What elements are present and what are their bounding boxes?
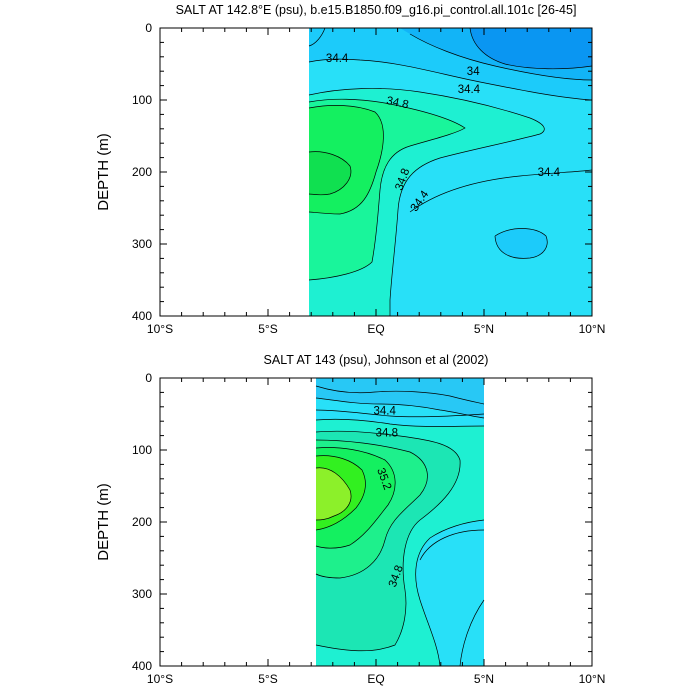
bottom-y-tick-label: 300 [132, 587, 152, 601]
top-y-tick-label: 400 [132, 309, 152, 323]
bottom-y-tick-label: 100 [132, 443, 152, 457]
bottom-contour-line [419, 529, 485, 561]
bottom-contour-label: 34.8 [376, 428, 398, 440]
top-fill-35_2-core [309, 151, 351, 195]
top-contour-line [308, 88, 545, 316]
top-panel-title: SALT AT 142.8°E (psu), b.e15.B1850.f09_g… [176, 3, 577, 17]
top-contour-label: 34 [467, 66, 480, 78]
bottom-contour-line [315, 385, 485, 405]
bottom-y-tick-label: 400 [132, 659, 152, 673]
bottom-contour-line [415, 519, 485, 667]
top-contour-label-text: 34.8 [385, 95, 409, 111]
bottom-fill-34_2-band [316, 378, 484, 418]
bottom-contour-line [315, 409, 485, 418]
top-contour-line [308, 105, 384, 215]
top-fill-33_6-core [470, 28, 592, 69]
bottom-contour-line [315, 430, 461, 652]
top-contour-line [494, 228, 548, 259]
bottom-contour-line [315, 467, 352, 521]
bottom-contour-label: 34.4 [373, 405, 396, 417]
top-y-tick-label: 100 [132, 93, 152, 107]
bottom-panel-ylabel: DEPTH (m) [95, 483, 112, 561]
bottom-x-tick-label: 10°S [147, 672, 173, 686]
top-x-tick-label: 10°N [579, 322, 606, 336]
top-contour-line [308, 58, 593, 101]
top-panel-contour-lines [308, 27, 593, 316]
top-contour-label: 34.4 [538, 167, 561, 179]
bottom-y-tick-label: 200 [132, 515, 152, 529]
top-fill-34_0-patch [309, 28, 325, 46]
top-contour-label-text: 34.4 [538, 167, 561, 179]
top-contour-line [308, 151, 352, 196]
top-contour-label: 34.4 [326, 53, 349, 65]
bottom-x-tick-label: 10°N [579, 672, 606, 686]
top-x-tick-label: 5°S [258, 322, 277, 336]
top-panel-ylabel: DEPTH (m) [95, 133, 112, 211]
bottom-contour-line [315, 447, 396, 549]
bottom-contour-line [315, 455, 366, 531]
bottom-x-tick-label: 5°S [258, 672, 277, 686]
top-fill-34_2-blob [495, 228, 548, 259]
top-contour-line [409, 169, 593, 213]
bottom-panel-contour-lines [315, 385, 485, 667]
top-panel-axes: 10°S 5°S EQ 5°N 10°N 0 100 200 300 400 [132, 21, 605, 336]
top-contour-line [469, 27, 593, 70]
bottom-contour-label-text: 34.8 [376, 428, 398, 440]
top-y-tick-label: 0 [145, 21, 152, 35]
top-contour-label-text: 34.4 [458, 84, 481, 96]
bottom-panel-axes: 10°S 5°S EQ 5°N 10°N 0 100 200 300 400 [132, 371, 605, 686]
top-contour-label: 34.8 [385, 95, 409, 111]
top-contour-label-text: 34.4 [326, 53, 349, 65]
bottom-fill-35_6-core [316, 467, 352, 520]
top-contour-line [308, 98, 466, 281]
top-y-tick-label: 300 [132, 237, 152, 251]
bottom-y-tick-label: 0 [145, 371, 152, 385]
bottom-x-tick-label: EQ [367, 672, 384, 686]
bottom-panel: SALT AT 143 (psu), Johnson et al (2002) … [95, 353, 605, 686]
top-y-tick-label: 200 [132, 165, 152, 179]
top-contour-label-text: 34 [467, 66, 480, 78]
bottom-contour-line [315, 397, 485, 419]
top-x-tick-label: EQ [367, 322, 384, 336]
bottom-contour-line [459, 599, 485, 667]
bottom-contour-line [315, 418, 485, 427]
top-contour-label: 34.4 [458, 84, 481, 96]
bottom-contour-line [315, 439, 428, 579]
top-contour-line [308, 27, 326, 47]
top-x-tick-label: 10°S [147, 322, 173, 336]
bottom-contour-label-text: 34.4 [373, 405, 396, 417]
top-panel: SALT AT 142.8°E (psu), b.e15.B1850.f09_g… [95, 3, 605, 336]
bottom-panel-contour-fills [316, 378, 484, 666]
bottom-x-tick-label: 5°N [474, 672, 494, 686]
bottom-panel-title: SALT AT 143 (psu), Johnson et al (2002) [264, 353, 489, 367]
top-x-tick-label: 5°N [474, 322, 494, 336]
top-contour-line [409, 33, 593, 81]
